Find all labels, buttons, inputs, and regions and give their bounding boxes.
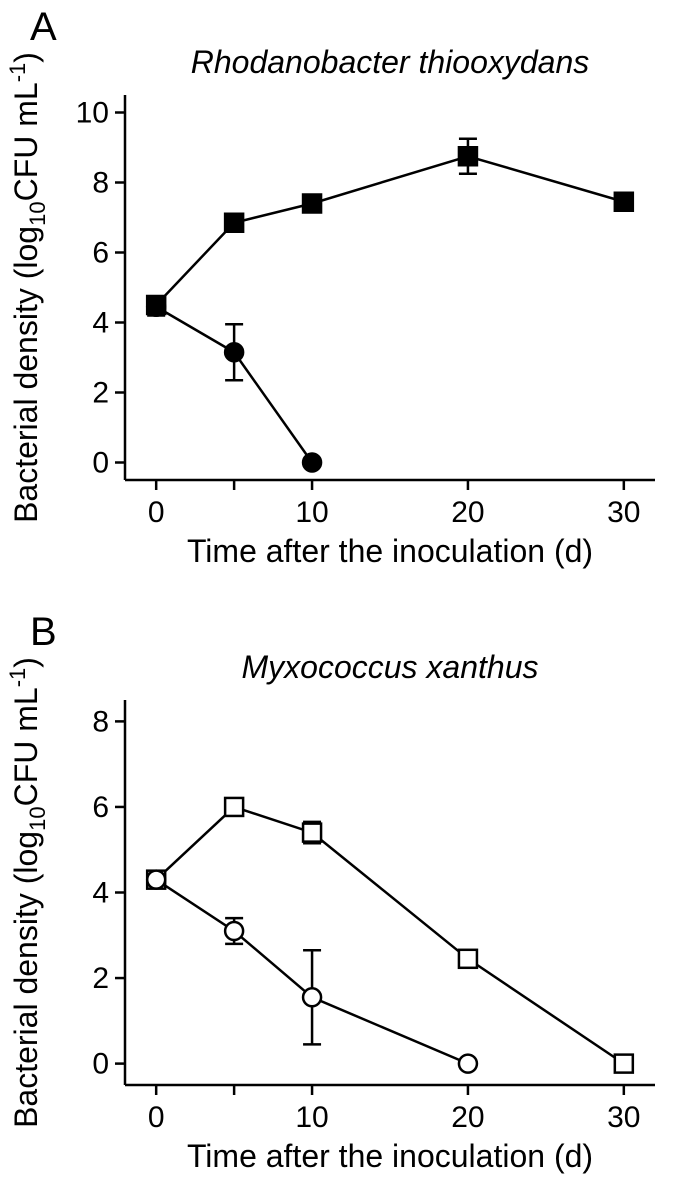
marker-open-circle	[147, 871, 165, 889]
marker-filled-square	[615, 193, 633, 211]
svg-text:Bacterial density (log10CFU mL: Bacterial density (log10CFU mL-1)	[5, 657, 50, 1128]
y-tick-label: 10	[76, 97, 109, 130]
x-tick-label: 0	[148, 1101, 165, 1134]
marker-open-square	[459, 950, 477, 968]
marker-filled-circle	[225, 343, 243, 361]
marker-open-circle	[225, 922, 243, 940]
y-tick-label: 4	[92, 877, 109, 910]
y-tick-label: 0	[92, 1048, 109, 1081]
svg-text:Bacterial density (log10CFU mL: Bacterial density (log10CFU mL-1)	[5, 52, 50, 523]
y-tick-label: 2	[92, 962, 109, 995]
y-tick-label: 6	[92, 237, 109, 270]
marker-open-circle	[459, 1055, 477, 1073]
x-tick-label: 0	[148, 496, 165, 529]
marker-open-square	[615, 1055, 633, 1073]
chart-title: Rhodanobacter thiooxydans	[191, 44, 590, 80]
x-tick-label: 30	[607, 1101, 640, 1134]
panel-letter: B	[30, 610, 57, 654]
marker-filled-square	[303, 195, 321, 213]
marker-open-square	[225, 798, 243, 816]
marker-filled-circle	[303, 454, 321, 472]
figure-svg: ARhodanobacter thiooxydans02468100102030…	[0, 0, 688, 1203]
x-axis-label: Time after the inoculation (d)	[187, 1138, 593, 1174]
y-tick-label: 0	[92, 447, 109, 480]
marker-filled-square	[225, 214, 243, 232]
x-tick-label: 10	[295, 496, 328, 529]
x-axis-label: Time after the inoculation (d)	[187, 533, 593, 569]
y-tick-label: 4	[92, 307, 109, 340]
marker-open-circle	[303, 988, 321, 1006]
marker-filled-circle	[147, 298, 165, 316]
y-tick-label: 8	[92, 167, 109, 200]
y-tick-label: 2	[92, 377, 109, 410]
panel-letter: A	[30, 5, 57, 49]
x-tick-label: 20	[451, 1101, 484, 1134]
marker-open-square	[303, 824, 321, 842]
x-tick-label: 10	[295, 1101, 328, 1134]
figure-root: ARhodanobacter thiooxydans02468100102030…	[0, 0, 688, 1203]
chart-title: Myxococcus xanthus	[241, 649, 538, 685]
x-tick-label: 20	[451, 496, 484, 529]
y-tick-label: 6	[92, 791, 109, 824]
x-tick-label: 30	[607, 496, 640, 529]
marker-filled-square	[459, 147, 477, 165]
y-axis-label: Bacterial density (log10CFU mL-1)	[5, 52, 50, 523]
y-tick-label: 8	[92, 705, 109, 738]
y-axis-label: Bacterial density (log10CFU mL-1)	[5, 657, 50, 1128]
